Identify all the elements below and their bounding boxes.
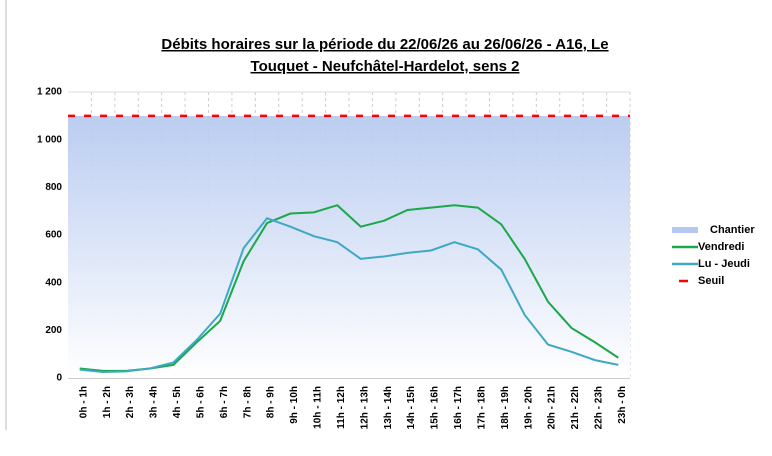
x-tick-label: 16h - 17h (453, 386, 464, 429)
x-tick-label: 3h - 4h (149, 386, 160, 418)
x-tick-label: 2h - 3h (125, 386, 136, 418)
x-tick-label: 4h - 5h (172, 386, 183, 418)
x-tick-label: 11h - 12h (336, 386, 347, 429)
x-tick-label: 21h - 22h (570, 386, 581, 429)
y-tick-label: 200 (45, 325, 62, 336)
x-tick-label: 6h - 7h (219, 386, 230, 418)
line (79, 217, 619, 374)
chart-title: Débits horaires sur la période du 22/06/… (161, 36, 608, 53)
line (79, 204, 619, 372)
x-tick-label: 19h - 20h (523, 386, 534, 429)
y-tick-label: 800 (45, 182, 62, 193)
area-fade (68, 115, 630, 378)
y-tick-label: 600 (45, 230, 62, 241)
x-tick-label: 0h - 1h (78, 386, 89, 418)
x-tick-label: 5h - 6h (195, 386, 206, 418)
x-tick-label: 18h - 19h (500, 386, 511, 429)
x-tick-label: 9h - 10h (289, 386, 300, 424)
y-tick-label: 400 (45, 277, 62, 288)
x-tick-label: 1h - 2h (102, 386, 113, 418)
x-tick-label: 10h - 11h (313, 386, 324, 429)
y-tick-label: 0 (56, 373, 62, 384)
x-tick-label: 8h - 9h (266, 386, 277, 418)
x-tick-label: 22h - 23h (594, 386, 605, 429)
legend-swatch (672, 227, 698, 233)
legend-label: Chantier (710, 224, 755, 236)
x-tick-label: 7h - 8h (242, 386, 253, 418)
x-tick-label: 17h - 18h (476, 386, 487, 429)
x-tick-label: 20h - 21h (547, 386, 558, 429)
x-tick-label: 23h - 0h (617, 386, 628, 424)
y-tick-label: 1 000 (37, 134, 62, 145)
x-tick-label: 15h - 16h (430, 386, 441, 429)
x-tick-label: 12h - 13h (359, 386, 370, 429)
x-tick-label: 14h - 15h (406, 386, 417, 429)
legend-label: Seuil (698, 275, 724, 287)
x-tick-label: 13h - 14h (383, 386, 394, 429)
legend-label: Vendredi (698, 241, 744, 253)
chart-title: Touquet - Neufchâtel-Hardelot, sens 2 (251, 58, 520, 75)
y-tick-label: 1 200 (37, 87, 62, 98)
legend-label: Lu - Jeudi (698, 258, 750, 270)
